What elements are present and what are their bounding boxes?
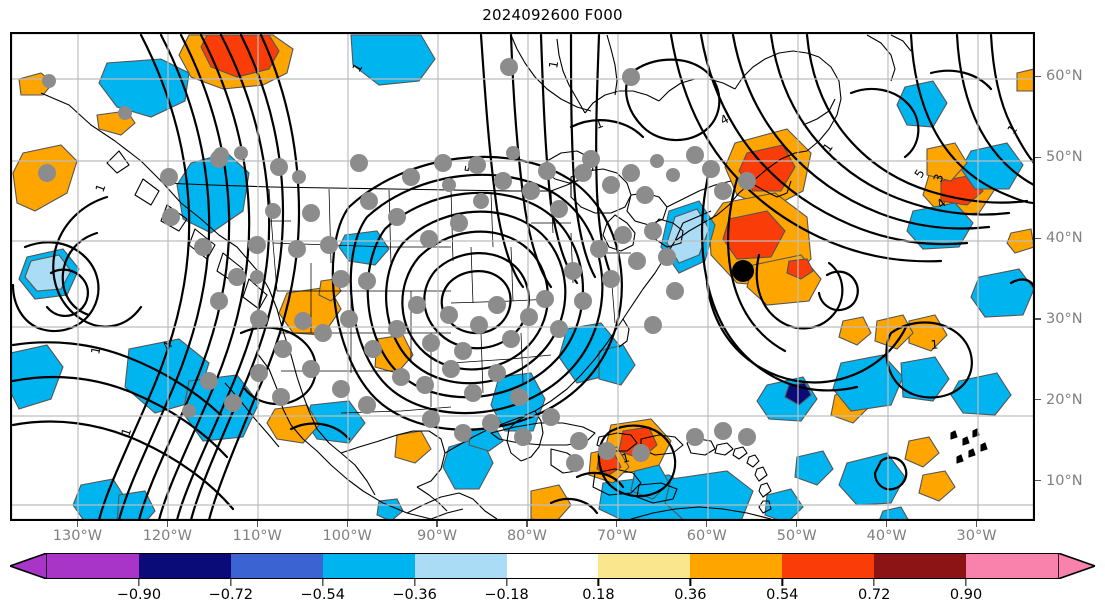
svg-text:1: 1 [119,426,135,438]
lon-tick-label: 100°W [322,528,372,544]
colorbar-tick-label: −0.18 [484,587,529,603]
lat-tick [1035,156,1041,158]
lon-tick-label: 30°W [956,528,997,544]
colorbar-tick-label: 0.72 [858,587,891,603]
colorbar-tick [413,579,416,586]
latitude-axis: 60°N 50°N 40°N 30°N 20°N 10°N [1035,68,1083,489]
colorbar-tick-label: 0.90 [949,587,983,603]
contour-layer [11,33,1034,520]
colorbar-tick-label: −0.72 [208,587,254,603]
lat-tick [1035,399,1041,401]
map-canvas: 1 1 1 4 5 1 4 1 4 5 3 1 1 1 1 1 [11,33,1034,520]
lon-tick-label: 90°W [417,528,458,544]
svg-text:3: 3 [931,172,947,184]
lat-tick [1035,75,1041,78]
colorbar-band[interactable] [782,554,875,578]
colorbar-tick [597,579,600,586]
colorbar-band[interactable] [47,554,139,578]
colorbar-band[interactable] [138,554,231,578]
colorbar[interactable]: −0.90 −0.72 −0.54 −0.36 −0.18 0.18 0.36 0.54 0.7… [0,550,1105,615]
lon-tick-label: 80°W [506,528,548,544]
svg-text:1: 1 [88,345,103,355]
colorbar-tick-label: −0.36 [392,587,437,603]
lat-tick-label: 10°N [1046,472,1083,489]
lon-tick [706,521,708,527]
lat-tick-label: 20°N [1046,391,1083,408]
longitude-axis: 130°W 120°W 110°W 100°W 90°W 80°W 70°W 60°W 50°W… [0,521,1105,550]
colorbar-band[interactable] [966,554,1058,578]
lon-tick [166,521,168,527]
colorbar-tick [230,579,232,586]
lat-tick-label: 30°N [1046,310,1083,327]
map-border [11,33,1034,520]
lat-tick [1035,237,1041,239]
colorbar-tick [781,579,783,586]
svg-text:1: 1 [546,60,561,70]
lon-tick [796,521,798,527]
lon-tick-label: 130°W [52,528,103,544]
colorbar-band[interactable] [322,554,415,578]
lon-tick-label: 50°W [776,528,817,544]
colorbar-tick [873,579,875,586]
colorbar-bands[interactable] [47,553,1058,579]
lon-tick-label: 40°W [866,528,907,544]
lat-tick-label: 50°N [1046,149,1083,166]
lon-tick [886,521,888,527]
lon-tick-label: 110°W [232,528,282,544]
colorbar-over-arrow [1058,553,1095,579]
lat-tick-label: 60°N [1046,68,1083,85]
colorbar-tick [505,579,508,586]
lat-tick [1035,479,1041,482]
colorbar-tick [138,579,140,586]
colorbar-band[interactable] [230,554,323,578]
lon-tick-label: 120°W [142,528,192,544]
colorbar-tick-label: 0.54 [766,587,799,603]
lon-tick-label: 60°W [686,528,727,544]
svg-text:1: 1 [930,337,939,352]
svg-text:1: 1 [93,182,109,194]
lon-tick-label: 70°W [596,528,637,544]
lon-tick [526,521,528,527]
svg-text:1: 1 [593,116,605,132]
lon-tick [975,521,978,527]
lon-tick [436,521,438,527]
lon-tick [616,521,618,527]
lon-tick [76,521,79,527]
lat-tick-label: 40°N [1046,230,1083,247]
colorbar-band[interactable] [414,554,507,578]
lat-tick [1035,318,1041,320]
gridline-layer [11,33,1034,520]
colorbar-tick-label: −0.54 [300,587,345,603]
lon-tick [256,521,258,527]
colorbar-band[interactable] [598,554,691,578]
colorbar-tick-labels: −0.90 −0.72 −0.54 −0.36 −0.18 0.18 0.36 0.54 0.7… [0,587,1105,611]
colorbar-tick [322,579,324,586]
colorbar-tick [965,579,967,586]
station-dot-layer [38,58,756,472]
lon-tick [346,521,348,527]
colorbar-band[interactable] [874,554,967,578]
map-plot-area[interactable]: 1 1 1 4 5 1 4 1 4 5 3 1 1 1 1 1 [10,32,1035,521]
colorbar-ticks [0,579,1105,587]
colorbar-band[interactable] [690,554,783,578]
storm-center-marker[interactable] [732,260,754,282]
svg-text:1: 1 [620,450,631,466]
colorbar-tick-label: −0.90 [116,587,162,603]
colorbar-tick-label: 0.36 [674,587,707,603]
colorbar-tick-label: 0.18 [582,587,615,603]
colorbar-band[interactable] [506,554,599,578]
figure-title: 2024092600 F000 [482,6,623,24]
colorbar-under-arrow [10,553,47,579]
colorbar-tick [689,579,692,586]
